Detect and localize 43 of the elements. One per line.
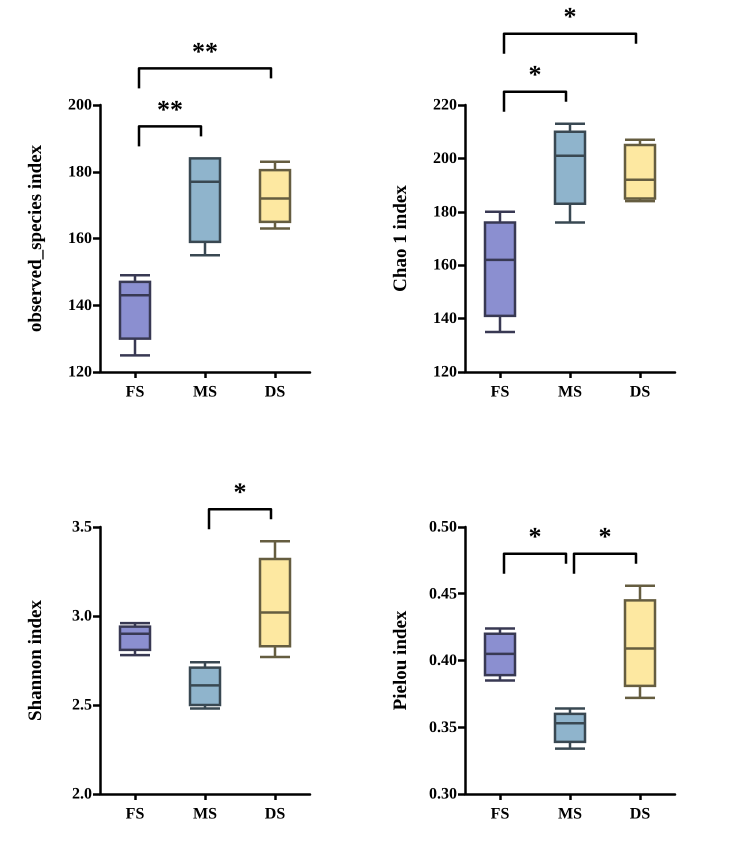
y-axis-title: Shannon index [25, 600, 46, 721]
y-tick-label: 180 [68, 163, 92, 180]
y-axis-title: Chao 1 index [390, 184, 411, 292]
annotation: ** [157, 94, 183, 124]
y-tick-label: 0.50 [429, 518, 457, 536]
text: * [528, 60, 542, 90]
x-tick-label: FS [126, 384, 144, 400]
y-tick-label: 200 [68, 96, 92, 114]
x-tick-label: DS [264, 806, 286, 822]
y-tick-label: 0.30 [429, 786, 457, 802]
annotation: * [528, 522, 542, 552]
y-tick-label: 2.0 [72, 786, 92, 802]
y-tick-label: 200 [433, 150, 457, 167]
y-tick-label: 0.45 [429, 585, 457, 602]
x-tick-label: MS [558, 384, 582, 400]
y-axis-title: observed_species index [25, 144, 46, 332]
y-tick-label: 3.0 [72, 608, 92, 624]
y-tick-label: 140 [433, 310, 457, 328]
y-tick-label: 220 [433, 96, 457, 114]
y-tick-label: 0.35 [429, 718, 457, 736]
annotation: * [598, 522, 612, 552]
y-tick-label: 140 [68, 296, 92, 314]
y-tick-label: 120 [68, 364, 92, 380]
y-axis-title: Pielou index [390, 610, 411, 710]
y-tick-label: 0.40 [429, 652, 457, 669]
x-tick-label: DS [264, 384, 286, 400]
text: ** [192, 36, 218, 66]
x-tick-label: MS [193, 384, 218, 400]
text: * [234, 478, 246, 507]
x-tick-label: FS [490, 384, 510, 400]
x-tick-label: MS [193, 806, 218, 822]
y-tick-label: 180 [433, 203, 457, 220]
y-tick-label: 3.5 [72, 518, 92, 536]
x-tick-label: MS [558, 806, 582, 822]
x-tick-label: FS [490, 806, 510, 822]
y-tick-label: 120 [433, 364, 457, 380]
y-tick-label: 2.5 [72, 696, 92, 714]
x-tick-label: DS [630, 384, 650, 400]
text: * [564, 2, 576, 32]
x-tick-label: FS [126, 806, 144, 822]
x-tick-label: DS [630, 806, 650, 822]
y-tick-label: 160 [433, 256, 457, 274]
y-tick-label: 160 [68, 230, 92, 247]
